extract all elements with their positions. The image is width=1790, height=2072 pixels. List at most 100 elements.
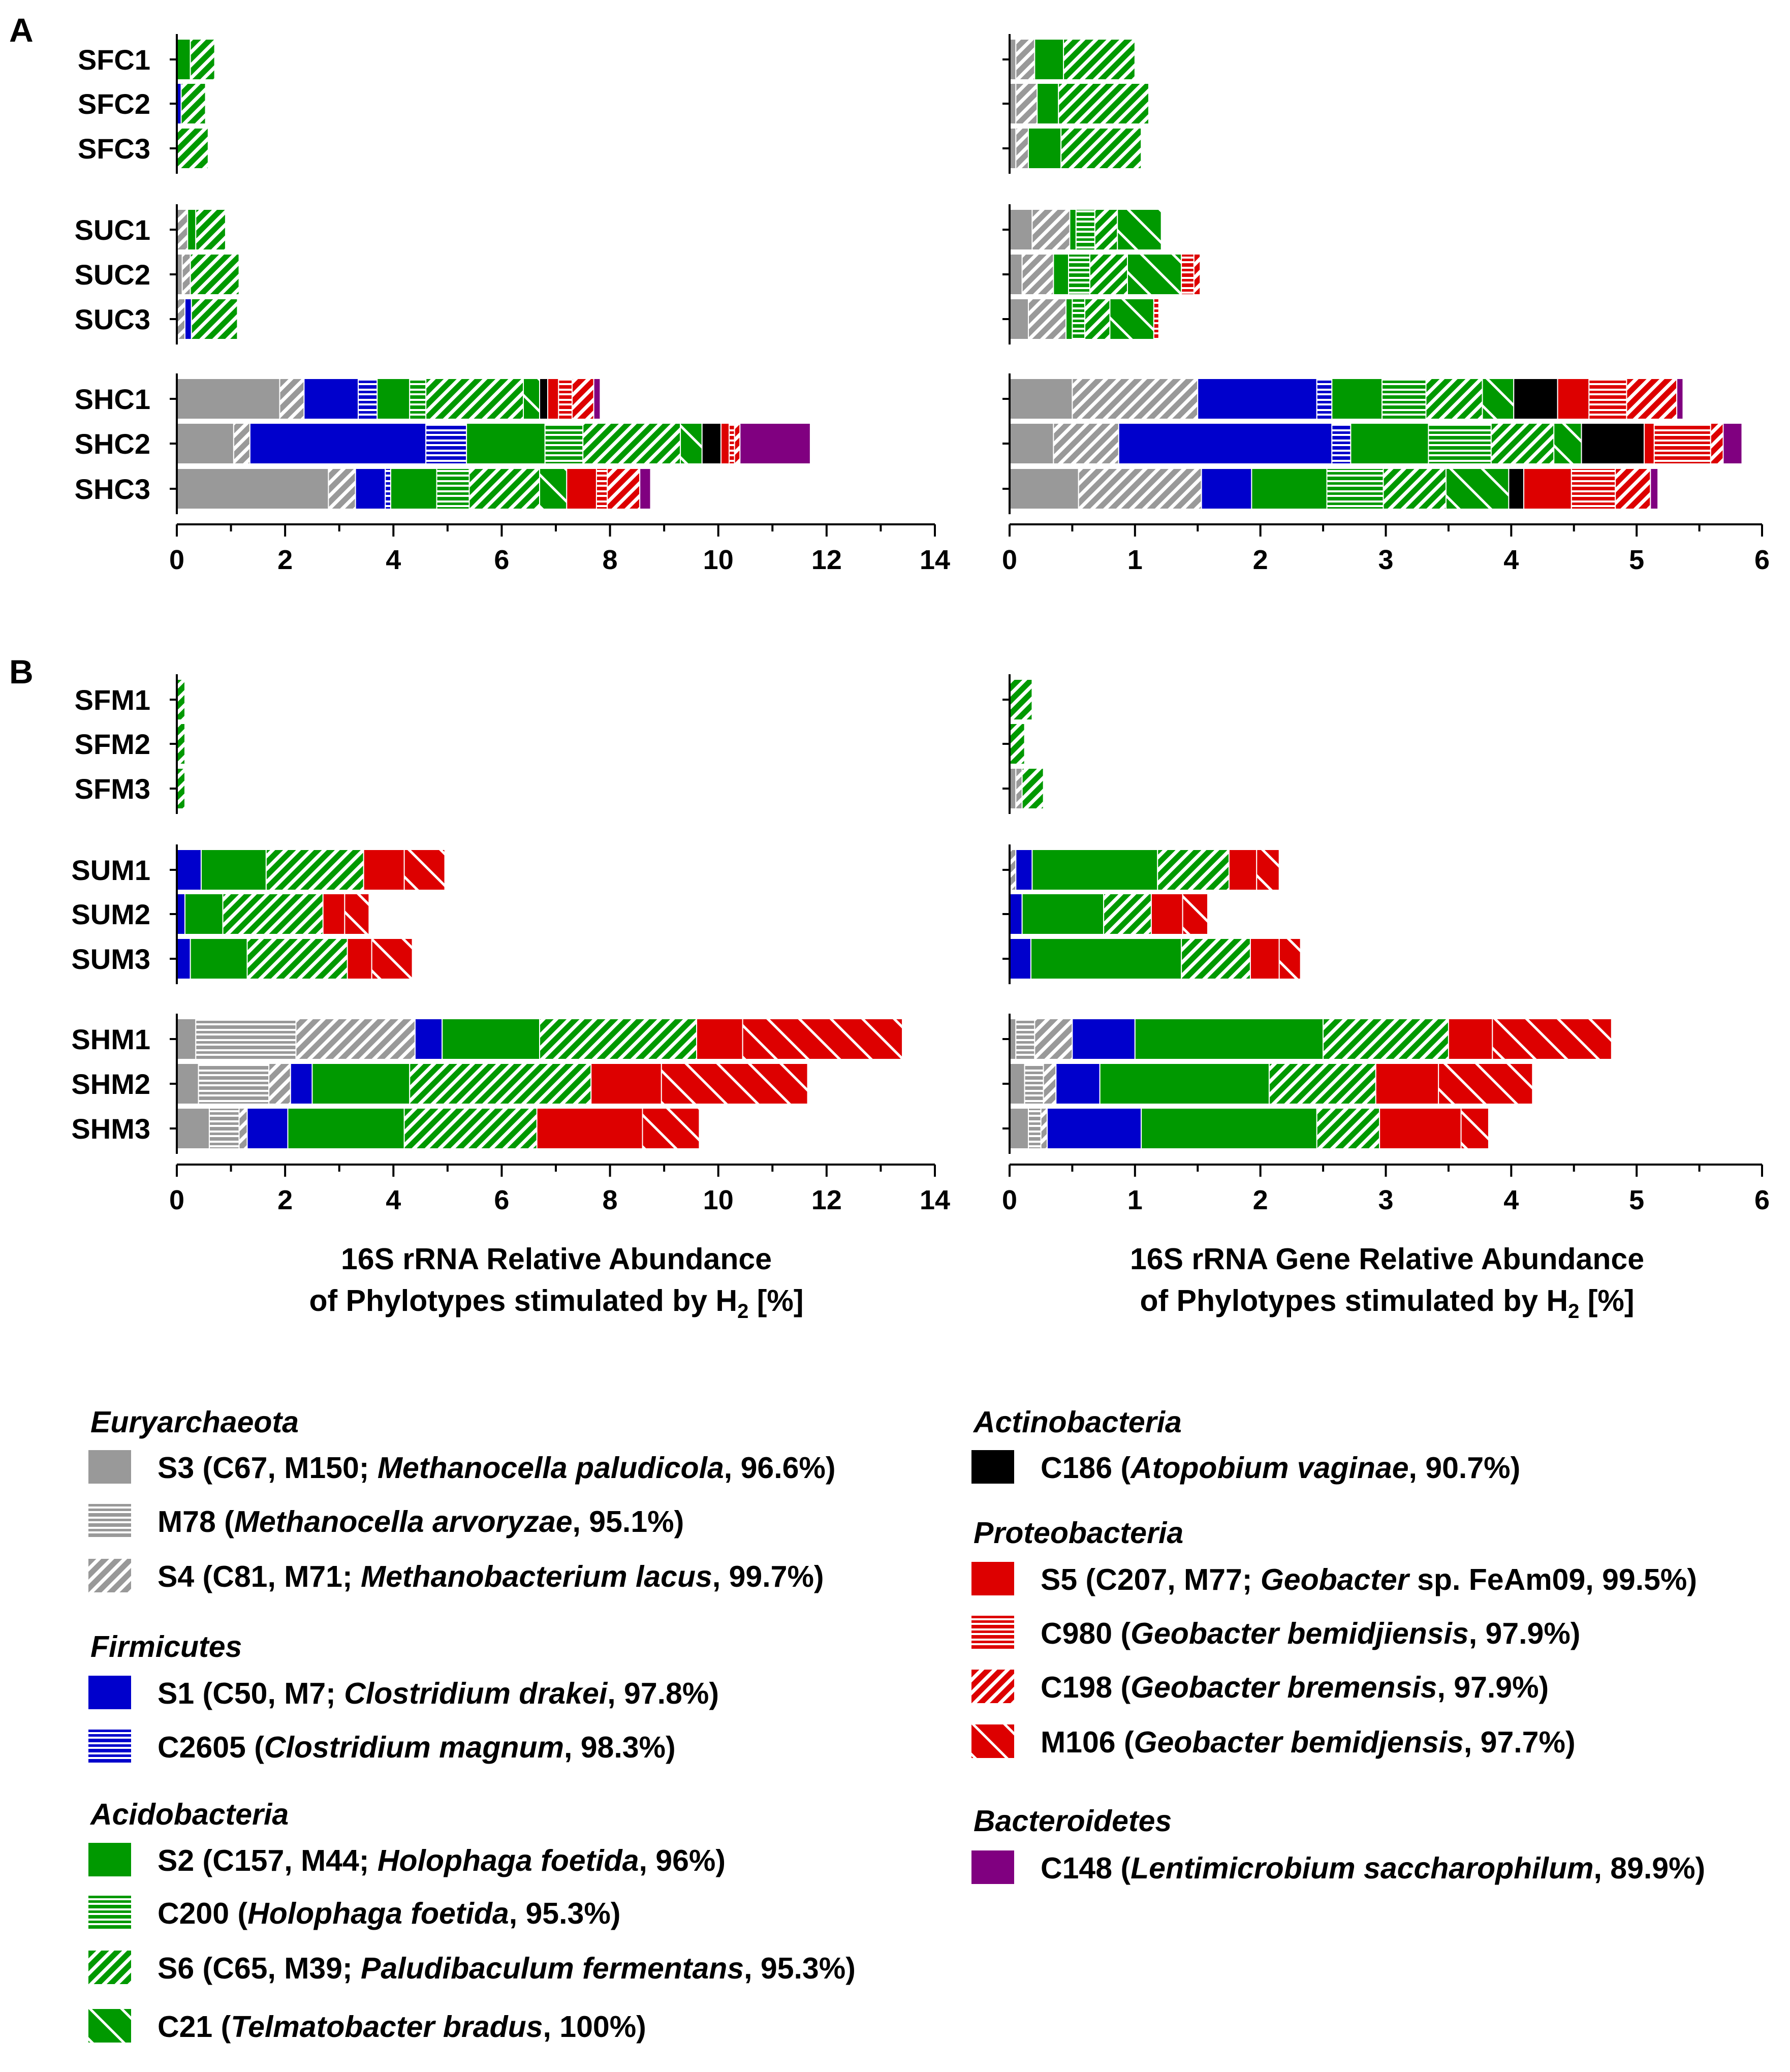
- legend-label-C2605: C2605 (Clostridium magnum, 98.3%): [158, 1731, 676, 1764]
- bar-SHC1-S4: [279, 378, 305, 420]
- xtick-label: 2: [277, 545, 293, 575]
- bar-SUC2-C21: [1127, 254, 1182, 295]
- bar-SHC1-C198: [1626, 378, 1678, 420]
- bar-SHM1-S2: [1134, 1018, 1324, 1060]
- bar-SHC3-C21: [539, 468, 568, 510]
- xtick-label: 4: [386, 545, 401, 575]
- legend-label-S3: S3 (C67, M150; Methanocella paludicola, …: [158, 1451, 836, 1485]
- bar-SHC3-S2: [390, 468, 437, 510]
- bar-SHC3-S6: [468, 468, 541, 510]
- bar-SHC2-S4: [1053, 423, 1119, 464]
- bar-SUC2-S6: [1089, 254, 1128, 295]
- xtick-label: 8: [603, 545, 618, 575]
- bar-SHM3-S6: [1316, 1108, 1380, 1149]
- bar-SUM2-S1: [1009, 893, 1023, 935]
- bar-SUM2-S2: [184, 893, 224, 935]
- xtick-label: 10: [703, 1185, 734, 1215]
- bar-SHC2-S5: [1643, 423, 1655, 464]
- row-label-SHC1: SHC1: [75, 383, 150, 415]
- xtick-label: 8: [603, 1185, 618, 1215]
- bar-SUC1-S4: [176, 209, 189, 250]
- bar-SHC3-S6: [1383, 468, 1447, 510]
- bar-SHC3-S5: [1523, 468, 1572, 510]
- bar-SUC2-C200: [1068, 254, 1090, 295]
- bar-SUC2-S4: [181, 254, 191, 295]
- bar-SFC3-S4: [1015, 128, 1029, 169]
- bar-SHM2-S2: [1099, 1063, 1270, 1105]
- panel-label-a: A: [9, 11, 34, 49]
- row-label-SFC1: SFC1: [78, 44, 150, 76]
- row-label-SUC1: SUC1: [75, 214, 150, 246]
- bar-SFM2-S6: [1009, 723, 1025, 765]
- legend-group-euryarchaeota: Euryarchaeota: [90, 1405, 299, 1439]
- xtick-label: 4: [386, 1185, 401, 1215]
- bar-SFC2-S6: [1058, 83, 1149, 124]
- bar-SHC3-C21: [1445, 468, 1510, 510]
- bar-SHC3-C980: [1571, 468, 1616, 510]
- bar-SUM2-S1: [176, 893, 185, 935]
- bar-SHM2-S6: [1268, 1063, 1376, 1105]
- bar-SHC3-C200: [1326, 468, 1384, 510]
- bar-SHC3-S3: [176, 468, 329, 510]
- bar-SHC2-S4: [233, 423, 250, 464]
- bar-SHC2-S2: [1350, 423, 1429, 464]
- legend-swatch-S2: [88, 1843, 131, 1876]
- legend-swatch-S1: [88, 1676, 131, 1709]
- bar-SUM2-S5: [1150, 893, 1183, 935]
- bar-SHM2-S1: [290, 1063, 313, 1105]
- bar-SUM1-S6: [265, 849, 364, 891]
- bar-SFC1-S2: [176, 39, 191, 80]
- bar-SHM1-M78: [195, 1018, 297, 1060]
- row-label-SUM2: SUM2: [71, 898, 150, 930]
- legend-swatch-C148: [971, 1850, 1014, 1884]
- row-label-SHC3: SHC3: [75, 473, 150, 505]
- bar-SHC3-C980: [595, 468, 608, 510]
- bar-SFM1-S6: [1009, 679, 1033, 720]
- bar-SHC2-S5: [720, 423, 730, 464]
- legend-label-C186: C186 (Atopobium vaginae, 90.7%): [1041, 1451, 1521, 1485]
- bar-SFM1-S6: [176, 679, 185, 720]
- bar-SHC1-S2: [376, 378, 411, 420]
- bar-SHM3-S5: [536, 1108, 643, 1149]
- bar-SHC2-C21: [680, 423, 703, 464]
- xtick-label: 10: [703, 545, 734, 575]
- bar-SUM3-M106: [1278, 938, 1301, 980]
- bar-SHC3-S1: [355, 468, 386, 510]
- bar-SHC3-S2: [1251, 468, 1328, 510]
- bar-SUM3-S6: [246, 938, 348, 980]
- bar-SUM1-S5: [363, 849, 405, 891]
- bar-SHC2-C2605: [425, 423, 467, 464]
- bar-SUM2-S6: [222, 893, 324, 935]
- bar-SUC1-C21: [1117, 209, 1162, 250]
- legend-group-bacteroidetes: Bacteroidetes: [973, 1804, 1172, 1838]
- bar-SUM1-M106: [403, 849, 446, 891]
- xtick-label: 3: [1378, 545, 1393, 575]
- bar-SHC1-C186: [1513, 378, 1558, 420]
- bar-SUC1-S4: [1031, 209, 1071, 250]
- bar-SHC1-S3: [1009, 378, 1073, 420]
- bar-SHC2-S6: [582, 423, 681, 464]
- bar-SHC1-C198: [571, 378, 594, 420]
- bar-SUC3-S2: [1065, 298, 1073, 340]
- bar-SHC2-S1: [249, 423, 427, 464]
- xtick-label: 2: [277, 1185, 293, 1215]
- bar-SHM3-M106: [642, 1108, 700, 1149]
- bar-SHM1-M78: [1015, 1018, 1035, 1060]
- bar-SUC3-C980: [1153, 298, 1159, 340]
- row-label-SUM1: SUM1: [71, 854, 150, 886]
- bar-SHM1-S6: [539, 1018, 698, 1060]
- legend-label-C148: C148 (Lentimicrobium saccharophilum, 89.…: [1041, 1851, 1706, 1885]
- bar-SUM3-S6: [1181, 938, 1251, 980]
- bar-SHM3-S6: [403, 1108, 538, 1149]
- bar-SHM1-S2: [442, 1018, 541, 1060]
- xlabel-right-line1: 16S rRNA Gene Relative Abundance: [1130, 1242, 1644, 1276]
- bar-SHC1-C21: [523, 378, 541, 420]
- bar-SUC3-S4: [1028, 298, 1067, 340]
- bar-SHM3-M78: [208, 1108, 240, 1149]
- row-label-SFC3: SFC3: [78, 133, 150, 165]
- bar-SHM2-M106: [1438, 1063, 1533, 1105]
- bar-SUC3-C21: [1109, 298, 1154, 340]
- legend-label-S6: S6 (C65, M39; Paludibaculum fermentans, …: [158, 1952, 856, 1985]
- bar-SFC1-S6: [190, 39, 215, 80]
